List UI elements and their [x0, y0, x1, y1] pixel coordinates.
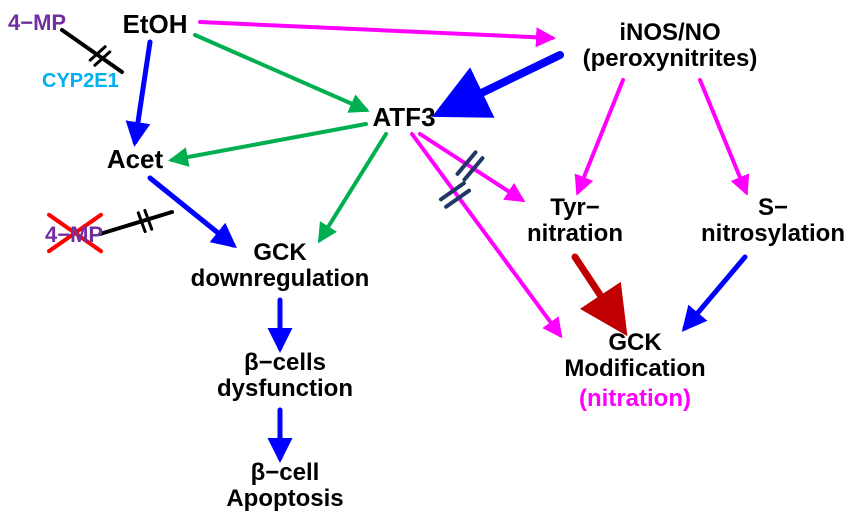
- arrow-atf3_to_gckdown: [320, 134, 386, 240]
- arrow-atf3_to_tyr: [420, 134, 522, 200]
- arrow-etoh_to_inos: [200, 22, 552, 38]
- node-gck-downregulation: GCK downregulation: [175, 240, 385, 300]
- tick-atf3_to_gckmod: [441, 183, 469, 206]
- node-gck-modification: GCK Modification: [545, 330, 725, 390]
- arrow-inos_to_snitros: [700, 80, 746, 192]
- node-etoh: EtOH: [115, 10, 195, 40]
- node-tyr-nitration: Tyr− nitration: [510, 195, 640, 255]
- node-gck-modification-nitration: (nitration): [565, 386, 705, 416]
- node-beta-cells-dysfunction: β−cells dysfunction: [200, 350, 370, 410]
- label-cyp2e1: CYP2E1: [42, 70, 119, 93]
- label-4mp-top: 4−MP: [8, 10, 66, 36]
- arrow-tyr_to_gckmod: [575, 257, 622, 328]
- arrow-snitros_to_gckmod: [685, 257, 745, 328]
- arrow-atf3_to_acet: [172, 124, 366, 160]
- tick-atf3_to_tyr: [458, 152, 483, 179]
- arrow-inos_to_atf3: [442, 55, 560, 112]
- arrow-mp_top_line: [62, 30, 122, 72]
- diagram-stage: { "canvas": { "width": 847, "height": 53…: [0, 0, 847, 531]
- arrow-mp_bot_line: [100, 212, 172, 234]
- tick-mp_top_line: [90, 47, 110, 66]
- node-s-nitrosylation: S− nitrosylation: [688, 195, 847, 255]
- arrow-inos_to_tyr: [578, 80, 623, 192]
- tick-mp_bot_line: [138, 210, 151, 231]
- node-inos: iNOS/NO (peroxynitrites): [555, 20, 785, 80]
- node-atf3: ATF3: [369, 103, 439, 133]
- arrow-etoh_to_atf3: [195, 35, 366, 110]
- node-beta-cell-apoptosis: β−cell Apoptosis: [200, 460, 370, 520]
- arrow-acet_to_gckdown: [150, 178, 233, 245]
- node-acet: Acet: [100, 145, 170, 175]
- arrow-etoh_to_acet: [135, 42, 150, 142]
- label-4mp-bottom: 4−MP: [45, 222, 103, 248]
